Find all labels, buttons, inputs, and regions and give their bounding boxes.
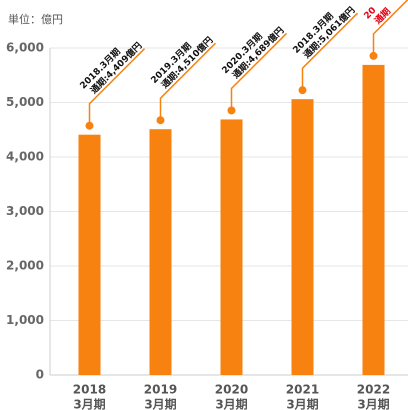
y-tick-label: 5,000 bbox=[6, 95, 44, 109]
y-tick-label: 3,000 bbox=[6, 204, 44, 218]
bar bbox=[220, 119, 243, 376]
annotation-line bbox=[159, 42, 217, 121]
annotation-line bbox=[230, 32, 288, 111]
annotation-line bbox=[372, 0, 408, 56]
annotation-dot bbox=[227, 106, 236, 115]
x-tick-label: 2022 bbox=[357, 383, 390, 397]
x-tick-sublabel: 3月期 bbox=[215, 397, 247, 410]
y-tick-label: 1,000 bbox=[6, 313, 44, 327]
x-tick-sublabel: 3月期 bbox=[144, 397, 176, 410]
annotation-dot bbox=[85, 121, 94, 130]
x-tick-sublabel: 3月期 bbox=[73, 397, 105, 410]
annotation-dot bbox=[156, 116, 165, 125]
y-tick-label: 6,000 bbox=[6, 41, 44, 55]
x-tick-sublabel: 3月期 bbox=[357, 397, 389, 410]
y-tick-label: 2,000 bbox=[6, 259, 44, 273]
y-tick-label: 4,000 bbox=[6, 150, 44, 164]
bar bbox=[362, 64, 385, 376]
x-tick-label: 2021 bbox=[286, 383, 319, 397]
x-tick-label: 2019 bbox=[144, 383, 177, 397]
x-tick-label: 2018 bbox=[73, 383, 106, 397]
annotation-dot bbox=[369, 51, 378, 60]
bar bbox=[78, 134, 101, 375]
annotation-dot bbox=[298, 86, 307, 95]
annotation-line bbox=[88, 48, 146, 126]
x-tick-label: 2020 bbox=[215, 383, 248, 397]
annotation-line bbox=[301, 12, 359, 91]
y-tick-label: 0 bbox=[36, 368, 44, 382]
bar bbox=[291, 99, 314, 375]
unit-label: 単位：億円 bbox=[8, 12, 63, 26]
bar bbox=[149, 129, 172, 375]
x-tick-sublabel: 3月期 bbox=[286, 397, 318, 410]
